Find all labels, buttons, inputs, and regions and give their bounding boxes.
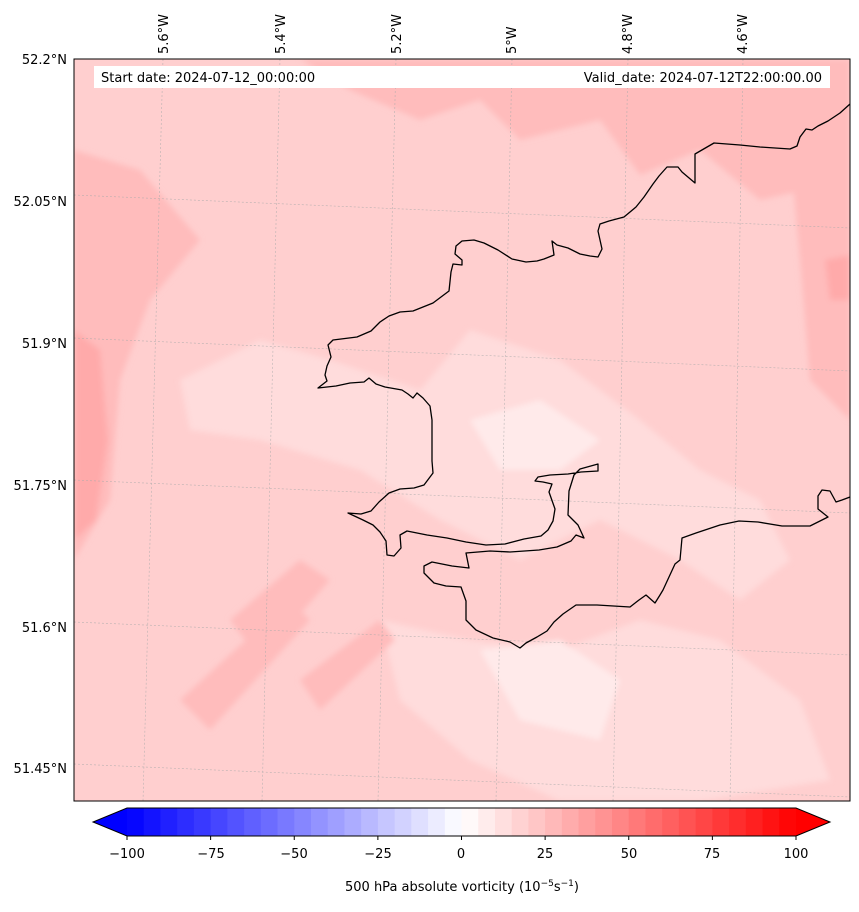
lat-label-51-45: 51.45°N xyxy=(14,762,67,777)
lat-label-51-6: 51.6°N xyxy=(22,621,67,636)
colorbar-bin xyxy=(645,808,663,836)
colorbar-extend-min xyxy=(93,808,127,836)
colorbar-bin xyxy=(461,808,479,836)
lon-label-4-8: 4.8°W xyxy=(621,14,636,54)
vorticity-field-darker-east xyxy=(790,120,850,420)
cbar-tick-label: 25 xyxy=(537,847,554,862)
coastlines xyxy=(317,103,850,649)
colorbar-bin xyxy=(628,808,646,836)
start-date-label: Start date: 2024-07-12_00:00:00 xyxy=(101,71,315,86)
cbar-tick-label: −75 xyxy=(197,847,224,862)
colorbar-bin xyxy=(160,808,178,836)
colorbar-bin xyxy=(511,808,529,836)
colorbar-bin xyxy=(428,808,446,836)
colorbar-bin xyxy=(193,808,212,836)
valid-date-label: Valid_date: 2024-07-12T22:00:00.00 xyxy=(584,71,822,86)
date-label-box xyxy=(94,66,830,88)
colorbar-bin xyxy=(327,808,345,836)
colorbar-bin xyxy=(361,808,379,836)
vorticity-field-darkest-east-spot xyxy=(825,255,850,300)
colorbar-bin xyxy=(377,808,396,836)
colorbar-extend-max xyxy=(796,808,830,836)
cbar-tick-label: −25 xyxy=(364,847,391,862)
vorticity-field-lighter-central xyxy=(180,330,790,600)
map-panel: Start date: 2024-07-12_00:00:00 Valid_da… xyxy=(74,59,850,801)
lat-label-51-75: 51.75°N xyxy=(14,479,67,494)
map-frame xyxy=(73,58,851,802)
colorbar-bin xyxy=(478,808,496,836)
colorbar-title-text: 500 hPa absolute vorticity (10 xyxy=(345,880,541,895)
colorbar-bin xyxy=(444,808,463,836)
colorbar-title-exp-b: −1 xyxy=(561,879,574,889)
colorbar-bin xyxy=(394,808,412,836)
colorbar-bin xyxy=(294,808,312,836)
colorbar-bin xyxy=(227,808,245,836)
cbar-tick-label: 0 xyxy=(457,847,465,862)
colorbar-tick-labels: −100 −75 −50 −25 0 25 50 75 100 xyxy=(109,847,808,862)
colorbar-bin xyxy=(177,808,195,836)
colorbar-bin xyxy=(612,808,630,836)
colorbar-bin xyxy=(411,808,429,836)
vorticity-field-patches xyxy=(74,59,850,801)
colorbar-bin xyxy=(210,808,228,836)
lon-label-4-6: 4.6°W xyxy=(736,14,751,54)
cbar-tick-label: 100 xyxy=(784,847,809,862)
cbar-tick-label: −50 xyxy=(280,847,307,862)
colorbar-ticks xyxy=(126,836,797,840)
colorbar-bin xyxy=(779,808,797,836)
gridline-lat-51-9 xyxy=(74,337,850,372)
colorbar-bin xyxy=(494,808,513,836)
colorbar-bin xyxy=(344,808,362,836)
vorticity-field-lightest-south xyxy=(480,640,620,740)
colorbar-bin xyxy=(244,808,262,836)
colorbar-bin xyxy=(277,808,295,836)
colorbar-bin xyxy=(528,808,546,836)
lat-label-52-05: 52.05°N xyxy=(14,195,67,210)
lat-label-52-2: 52.2°N xyxy=(22,53,67,68)
lon-label-5-6: 5.6°W xyxy=(157,14,172,54)
colorbar-bin xyxy=(729,808,747,836)
colorbar-bins xyxy=(127,808,797,836)
longitude-labels: 5.6°W 5.4°W 5.2°W 5°W 4.8°W 4.6°W xyxy=(157,14,751,54)
colorbar: −100 −75 −50 −25 0 25 50 75 100 500 hPa … xyxy=(91,807,832,895)
coastline-north xyxy=(317,103,850,649)
cbar-tick-label: 50 xyxy=(621,847,638,862)
gridline-lat-51-75 xyxy=(74,479,850,514)
vorticity-field-darkest-west-strip xyxy=(74,330,108,540)
cbar-tick-label: −100 xyxy=(109,847,145,862)
colorbar-bin xyxy=(745,808,764,836)
colorbar-bin xyxy=(260,808,279,836)
vorticity-field-lightest-channel xyxy=(470,400,600,470)
colorbar-bin xyxy=(712,808,730,836)
vorticity-field-darker-west xyxy=(74,150,200,560)
colorbar-title-close: ) xyxy=(574,880,579,895)
lon-label-5: 5°W xyxy=(505,26,520,54)
colorbar-bin xyxy=(310,808,329,836)
colorbar-bin xyxy=(678,808,697,836)
colorbar-title-unit-s: s xyxy=(554,880,561,895)
vorticity-field-darker-bands-sw xyxy=(180,560,395,730)
gridline-lat-52-05 xyxy=(74,194,850,229)
gridline-lat-51-6 xyxy=(74,621,850,656)
lon-label-5-2: 5.2°W xyxy=(390,14,405,54)
colorbar-bin xyxy=(561,808,580,836)
cbar-tick-label: 75 xyxy=(704,847,721,862)
lon-label-5-4: 5.4°W xyxy=(274,14,289,54)
latitude-labels: 52.2°N 52.05°N 51.9°N 51.75°N 51.6°N 51.… xyxy=(14,53,67,777)
graticule xyxy=(74,59,850,801)
vorticity-field-darker-north xyxy=(300,59,850,200)
colorbar-bin xyxy=(695,808,713,836)
colorbar-title: 500 hPa absolute vorticity (10−5s−1) xyxy=(345,879,579,895)
colorbar-bin xyxy=(127,808,145,836)
colorbar-bin xyxy=(143,808,161,836)
colorbar-bin xyxy=(662,808,680,836)
colorbar-bin xyxy=(578,808,596,836)
gridline-lat-51-45 xyxy=(74,763,850,798)
colorbar-title-exp-a: −5 xyxy=(541,879,554,889)
colorbar-bin xyxy=(595,808,613,836)
colorbar-bin xyxy=(545,808,563,836)
colorbar-bin xyxy=(762,808,780,836)
lat-label-51-9: 51.9°N xyxy=(22,337,67,352)
